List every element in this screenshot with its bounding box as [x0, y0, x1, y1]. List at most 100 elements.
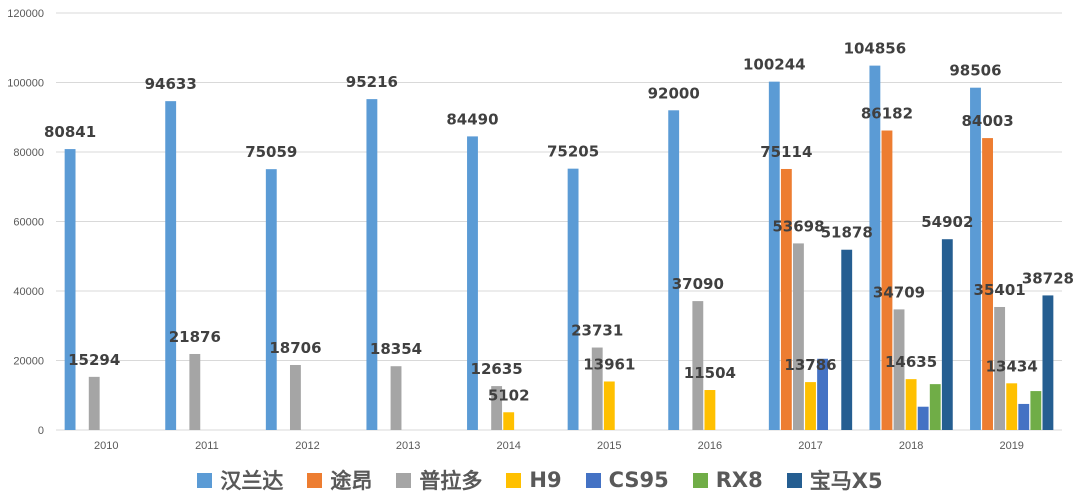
- data-label: 18706: [269, 339, 321, 357]
- data-label: 104856: [844, 40, 907, 58]
- data-label: 15294: [68, 351, 120, 369]
- data-label: 80841: [44, 123, 96, 141]
- legend-label: RX8: [715, 468, 763, 492]
- bar: [366, 99, 378, 431]
- bar: [692, 301, 704, 430]
- bar: [668, 110, 680, 431]
- y-tick-label: 80000: [13, 147, 44, 159]
- x-tick-label: 2016: [698, 440, 722, 452]
- bar: [591, 347, 603, 430]
- x-tick-label: 2014: [496, 440, 520, 452]
- legend-item: H9: [506, 468, 562, 492]
- data-label: 5102: [488, 386, 530, 404]
- legend-swatch: [396, 472, 412, 488]
- legend-item: 途昂: [307, 465, 372, 495]
- legend: 汉兰达 途昂 普拉多 H9 CS95 RX8 宝马X5: [0, 462, 1080, 498]
- data-label: 92000: [648, 84, 700, 102]
- legend-swatch: [585, 472, 601, 488]
- bar: [792, 243, 804, 430]
- legend-swatch: [197, 472, 213, 488]
- x-tick-label: 2012: [295, 440, 319, 452]
- data-label: 11504: [684, 364, 736, 382]
- bar: [567, 168, 579, 430]
- x-tick-label: 2015: [597, 440, 621, 452]
- bar: [941, 239, 953, 430]
- legend-item: 宝马X5: [786, 465, 883, 495]
- x-tick-label: 2010: [94, 440, 118, 452]
- bar: [929, 384, 941, 430]
- data-label: 53698: [772, 217, 824, 235]
- bar: [970, 87, 981, 430]
- y-axis-ticks: 0 20000 40000 60000 80000 100000 120000: [7, 8, 44, 437]
- bar: [780, 168, 792, 430]
- x-tick-label: 2011: [195, 440, 219, 452]
- data-label: 75059: [245, 143, 297, 161]
- bars: [64, 65, 1054, 431]
- data-label: 84490: [446, 110, 498, 128]
- data-label: 12635: [471, 360, 523, 378]
- data-label: 38728: [1022, 269, 1074, 287]
- legend-label: 普拉多: [419, 469, 483, 493]
- legend-label: 宝马X5: [809, 469, 883, 493]
- data-label: 75205: [547, 143, 599, 161]
- legend-label: CS95: [608, 468, 669, 492]
- bar: [189, 353, 201, 430]
- bar: [603, 381, 615, 430]
- legend-swatch: [307, 472, 323, 488]
- data-label: 54902: [921, 213, 973, 231]
- legend-swatch: [786, 472, 802, 488]
- y-tick-label: 0: [38, 425, 44, 437]
- legend-label: 途昂: [330, 469, 373, 493]
- bar: [88, 376, 100, 430]
- data-label: 34709: [873, 283, 925, 301]
- legend-swatch: [506, 472, 522, 488]
- data-label: 13961: [583, 355, 635, 373]
- x-tick-label: 2018: [899, 440, 923, 452]
- data-label: 94633: [145, 75, 197, 93]
- legend-item: 普拉多: [396, 465, 482, 495]
- bar: [994, 306, 1006, 430]
- y-tick-label: 120000: [7, 8, 44, 20]
- bar: [503, 412, 515, 430]
- y-tick-label: 40000: [13, 286, 44, 298]
- legend-item: CS95: [585, 468, 669, 492]
- bar: [390, 366, 402, 430]
- bar: [1030, 391, 1042, 430]
- bar: [289, 364, 301, 430]
- data-label: 37090: [672, 275, 724, 293]
- x-tick-label: 2013: [396, 440, 420, 452]
- bar: [841, 249, 853, 430]
- legend-item: RX8: [692, 468, 763, 492]
- legend-item: 汉兰达: [197, 465, 283, 495]
- data-label: 98506: [949, 62, 1001, 80]
- bar: [869, 65, 881, 430]
- bar: [165, 101, 177, 430]
- x-tick-label: 2017: [798, 440, 822, 452]
- bar-chart: 0 20000 40000 60000 80000 100000 120000 80841 9…: [7, 8, 1074, 452]
- data-label: 23731: [571, 322, 623, 340]
- data-labels: 80841 94633 75059 95216 84490 75205 92000 10024…: [44, 40, 1074, 405]
- data-label: 18354: [370, 340, 422, 358]
- bar: [704, 390, 716, 430]
- bar: [1042, 295, 1054, 430]
- bar: [64, 149, 76, 431]
- bar: [881, 130, 893, 430]
- data-label: 13786: [784, 356, 836, 374]
- x-tick-label: 2019: [999, 440, 1023, 452]
- bar: [491, 386, 503, 430]
- y-tick-label: 20000: [13, 356, 44, 368]
- data-label: 13434: [986, 357, 1038, 375]
- data-label: 95216: [346, 73, 398, 91]
- y-tick-label: 60000: [13, 217, 44, 229]
- legend-swatch: [692, 472, 708, 488]
- legend-label: 汉兰达: [220, 469, 284, 493]
- bar: [905, 379, 917, 430]
- legend-label: H9: [529, 468, 562, 492]
- x-axis-ticks: 2010 2011 2012 2013 2014 2015 2016 2017 2018 2019: [94, 440, 1024, 452]
- bar: [917, 406, 929, 430]
- bar: [265, 169, 277, 430]
- bar: [982, 138, 993, 430]
- y-tick-label: 100000: [7, 78, 44, 90]
- data-label: 84003: [961, 112, 1013, 130]
- data-label: 21876: [169, 328, 221, 346]
